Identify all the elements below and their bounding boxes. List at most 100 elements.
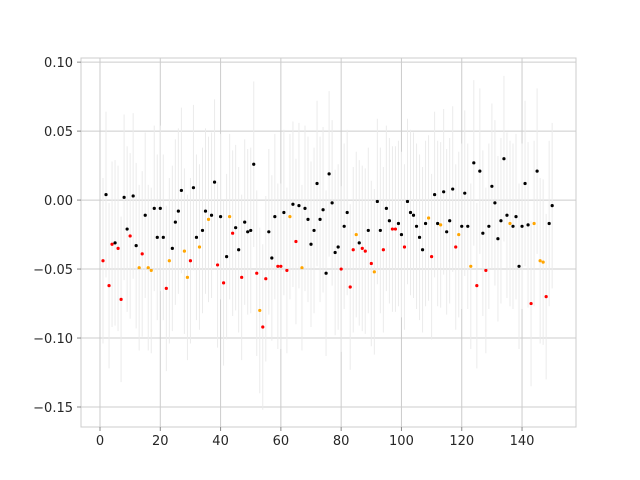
data-point — [149, 268, 153, 273]
data-point — [378, 228, 382, 233]
data-point — [499, 219, 503, 223]
data-point — [399, 232, 404, 237]
x-tick-label: 20 — [152, 434, 169, 449]
data-point — [234, 226, 238, 230]
data-point — [457, 232, 461, 237]
data-point — [321, 208, 325, 212]
data-point — [363, 249, 367, 253]
data-point — [182, 249, 187, 253]
data-point — [237, 248, 241, 252]
data-point — [288, 215, 292, 219]
data-point — [276, 264, 280, 268]
data-point — [231, 231, 235, 235]
data-point — [324, 271, 328, 275]
data-point — [273, 215, 277, 219]
data-point — [285, 268, 289, 273]
axes-frame — [80, 57, 577, 428]
data-point — [209, 213, 214, 217]
data-point — [107, 284, 111, 288]
data-point — [116, 246, 120, 250]
data-point — [493, 201, 497, 205]
data-point — [472, 161, 476, 165]
data-point — [451, 187, 455, 191]
data-point — [514, 215, 518, 219]
data-point — [215, 263, 220, 267]
data-point — [538, 259, 542, 263]
data-point — [333, 250, 337, 255]
data-point — [318, 217, 322, 221]
data-point — [246, 230, 250, 234]
y-tick-label: 0.00 — [44, 194, 73, 209]
data-point — [517, 264, 521, 268]
data-point — [173, 220, 177, 224]
data-point — [155, 235, 159, 239]
data-point — [429, 255, 434, 259]
data-point — [372, 270, 376, 274]
error-bars — [102, 75, 553, 410]
data-point — [312, 228, 316, 233]
data-point — [475, 284, 479, 288]
data-point — [396, 221, 401, 226]
data-point — [342, 224, 346, 228]
data-point — [511, 224, 515, 228]
x-tick-label: 40 — [212, 434, 229, 449]
data-point — [119, 297, 123, 302]
data-point — [143, 213, 147, 217]
y-tick-label: −0.05 — [33, 263, 73, 278]
data-point — [279, 264, 283, 268]
data-point — [426, 216, 431, 220]
data-point — [439, 223, 443, 227]
data-point — [423, 221, 428, 226]
data-point — [212, 180, 217, 184]
data-point — [445, 230, 449, 234]
data-point — [348, 285, 352, 289]
data-point — [128, 234, 132, 238]
data-point — [291, 202, 295, 206]
x-axis-ticks: 0 20 40 60 80 100 120 140 — [96, 427, 534, 449]
data-point — [390, 227, 395, 231]
data-point — [442, 190, 446, 194]
data-point — [420, 248, 425, 252]
data-point — [535, 169, 539, 173]
data-points — [101, 157, 554, 329]
data-point — [466, 224, 470, 228]
data-point — [137, 266, 141, 270]
data-point — [131, 194, 135, 198]
data-point — [384, 206, 388, 210]
data-point — [267, 230, 271, 234]
data-point — [113, 241, 117, 245]
data-point — [532, 221, 536, 226]
data-point — [502, 157, 506, 161]
data-point — [110, 242, 114, 246]
x-tick-label: 60 — [273, 434, 290, 449]
y-tick-label: −0.15 — [33, 401, 73, 416]
data-point — [249, 228, 253, 233]
data-point — [448, 219, 452, 223]
y-axis-ticks: 0.10 0.05 0.00 −0.05 −0.10 −0.15 — [33, 56, 81, 416]
data-point — [351, 248, 355, 252]
data-point — [203, 209, 208, 213]
x-tick-label: 100 — [389, 434, 414, 449]
data-point — [481, 231, 485, 235]
data-point — [414, 224, 419, 228]
data-point — [544, 295, 548, 299]
data-point — [228, 215, 232, 219]
data-point — [339, 267, 343, 271]
data-point — [393, 227, 398, 231]
grid — [81, 58, 576, 427]
data-point — [526, 223, 530, 227]
data-point — [541, 260, 545, 264]
data-point — [411, 213, 416, 217]
data-point — [252, 162, 256, 166]
data-point — [490, 184, 494, 188]
data-point — [408, 210, 413, 215]
data-point — [303, 206, 307, 210]
data-point — [354, 232, 358, 237]
y-tick-label: 0.10 — [44, 56, 73, 71]
data-point — [417, 235, 422, 239]
data-point — [134, 244, 138, 248]
data-point — [478, 169, 482, 173]
data-point — [185, 275, 190, 279]
data-point — [179, 188, 183, 193]
